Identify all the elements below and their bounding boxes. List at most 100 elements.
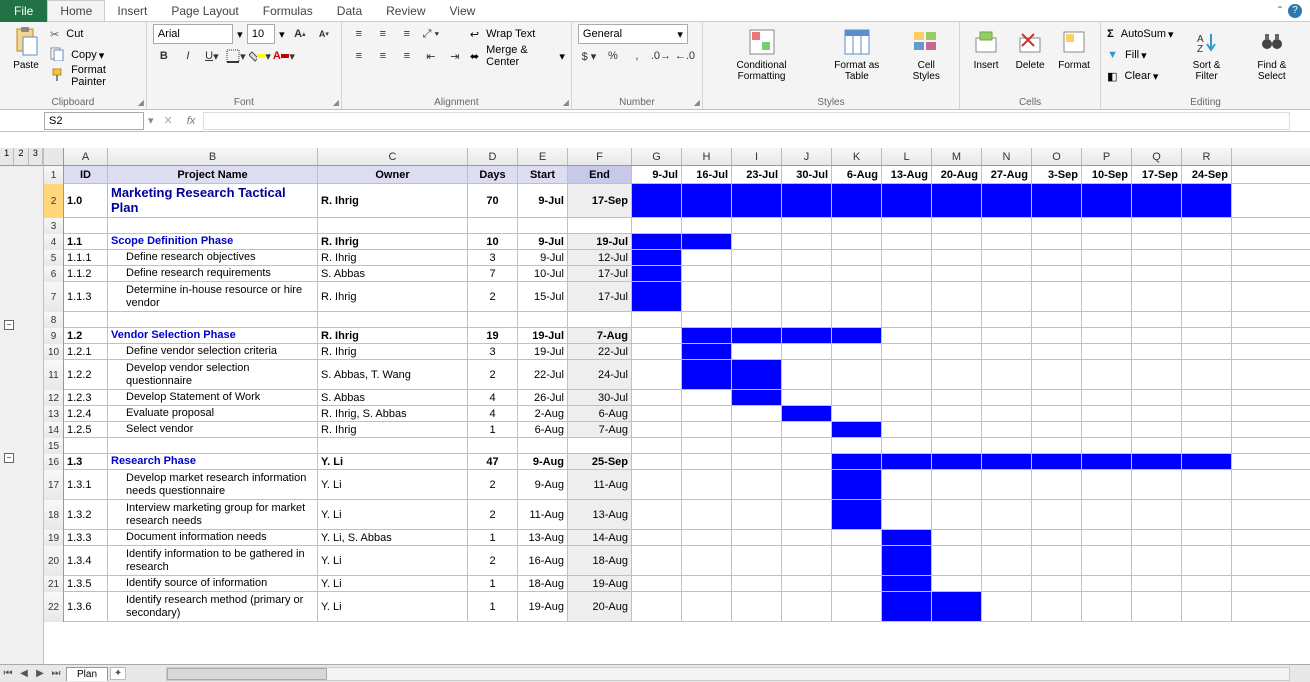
cell[interactable]: R. Ihrig, S. Abbas <box>318 406 468 421</box>
cell[interactable]: 11-Aug <box>568 470 632 499</box>
cell[interactable]: S. Abbas <box>318 390 468 405</box>
cell[interactable] <box>1032 328 1082 343</box>
outline-collapse[interactable]: − <box>4 453 14 463</box>
row-header[interactable]: 12 <box>44 390 64 406</box>
cell[interactable]: 1 <box>468 530 518 545</box>
cell[interactable] <box>832 592 882 621</box>
cell[interactable]: Evaluate proposal <box>108 406 318 421</box>
formula-input[interactable] <box>203 112 1290 130</box>
format-painter-button[interactable]: Format Painter <box>50 66 140 86</box>
cell[interactable] <box>1132 470 1182 499</box>
row-header[interactable]: 3 <box>44 218 64 234</box>
cell[interactable] <box>982 184 1032 217</box>
cell[interactable] <box>468 438 518 453</box>
cell[interactable] <box>782 344 832 359</box>
cell[interactable]: 1.2 <box>64 328 108 343</box>
cell[interactable]: 6-Aug <box>568 406 632 421</box>
cell[interactable]: R. Ihrig <box>318 184 468 217</box>
cell[interactable] <box>782 184 832 217</box>
col-header-P[interactable]: P <box>1082 148 1132 165</box>
cell[interactable]: 19-Aug <box>518 592 568 621</box>
cell[interactable] <box>632 592 682 621</box>
col-header-Q[interactable]: Q <box>1132 148 1182 165</box>
grid[interactable]: ABCDEFGHIJKLMNOPQR 1IDProject NameOwnerD… <box>44 148 1310 664</box>
cell[interactable] <box>832 184 882 217</box>
outline-level-2[interactable]: 2 <box>14 148 28 165</box>
row-header[interactable]: 10 <box>44 344 64 360</box>
col-header-H[interactable]: H <box>682 148 732 165</box>
tab-insert[interactable]: Insert <box>105 1 159 21</box>
cell[interactable]: S. Abbas, T. Wang <box>318 360 468 389</box>
cell[interactable] <box>982 438 1032 453</box>
cell[interactable]: 1.0 <box>64 184 108 217</box>
align-top-button[interactable]: ≡ <box>348 24 370 44</box>
cell[interactable]: 1.2.5 <box>64 422 108 437</box>
col-header-D[interactable]: D <box>468 148 518 165</box>
cell[interactable] <box>1132 344 1182 359</box>
cell[interactable]: Y. Li <box>318 576 468 591</box>
italic-button[interactable]: I <box>177 46 199 66</box>
cell[interactable] <box>732 328 782 343</box>
cell[interactable]: 7-Aug <box>568 422 632 437</box>
cell[interactable]: 10-Sep <box>1082 166 1132 183</box>
cell[interactable] <box>732 470 782 499</box>
cell[interactable] <box>982 500 1032 529</box>
cell[interactable] <box>932 184 982 217</box>
cell[interactable] <box>468 218 518 233</box>
cell[interactable] <box>932 390 982 405</box>
decrease-decimal-button[interactable]: ←.0 <box>674 46 696 66</box>
cell[interactable] <box>682 406 732 421</box>
cell[interactable] <box>1082 500 1132 529</box>
cell[interactable] <box>732 282 782 311</box>
cell[interactable] <box>682 360 732 389</box>
cell[interactable]: 19-Aug <box>568 576 632 591</box>
cell[interactable] <box>1032 266 1082 281</box>
minimize-ribbon-icon[interactable]: ˆ <box>1278 4 1282 18</box>
cell[interactable] <box>882 234 932 249</box>
cell[interactable] <box>832 282 882 311</box>
cell[interactable] <box>932 328 982 343</box>
cell[interactable] <box>318 312 468 327</box>
cell[interactable]: R. Ihrig <box>318 234 468 249</box>
cell[interactable] <box>932 500 982 529</box>
cell[interactable] <box>64 312 108 327</box>
cell[interactable] <box>1082 454 1132 469</box>
cut-button[interactable]: ✂ Cut <box>50 24 140 44</box>
cell[interactable] <box>1032 360 1082 389</box>
cell[interactable] <box>882 530 932 545</box>
row-header[interactable]: 6 <box>44 266 64 282</box>
cell[interactable]: 27-Aug <box>982 166 1032 183</box>
cell[interactable] <box>1132 454 1182 469</box>
cell[interactable]: 13-Aug <box>518 530 568 545</box>
increase-indent-button[interactable]: ⇥ <box>444 46 466 66</box>
cell[interactable] <box>832 454 882 469</box>
cell[interactable] <box>1082 530 1132 545</box>
cell[interactable]: Start <box>518 166 568 183</box>
row-header[interactable]: 21 <box>44 576 64 592</box>
cell[interactable] <box>782 546 832 575</box>
row-header[interactable]: 22 <box>44 592 64 622</box>
cell[interactable] <box>932 312 982 327</box>
cell[interactable] <box>932 422 982 437</box>
cell[interactable] <box>982 328 1032 343</box>
cell[interactable] <box>682 470 732 499</box>
name-box[interactable]: S2 <box>44 112 144 130</box>
cell[interactable] <box>832 500 882 529</box>
cell[interactable] <box>732 234 782 249</box>
cell[interactable] <box>568 312 632 327</box>
cell[interactable] <box>1182 250 1232 265</box>
cell[interactable] <box>682 530 732 545</box>
cell[interactable] <box>1182 454 1232 469</box>
cell[interactable] <box>682 218 732 233</box>
cell[interactable] <box>1082 546 1132 575</box>
outline-level-3[interactable]: 3 <box>29 148 43 165</box>
select-all-corner[interactable] <box>44 148 64 165</box>
cell[interactable] <box>932 438 982 453</box>
row-header[interactable]: 20 <box>44 546 64 576</box>
cell[interactable]: 70 <box>468 184 518 217</box>
cell[interactable]: R. Ihrig <box>318 422 468 437</box>
row-header[interactable]: 16 <box>44 454 64 470</box>
cell[interactable] <box>982 266 1032 281</box>
border-button[interactable]: ▾ <box>225 46 247 66</box>
row-header[interactable]: 2 <box>44 184 64 218</box>
